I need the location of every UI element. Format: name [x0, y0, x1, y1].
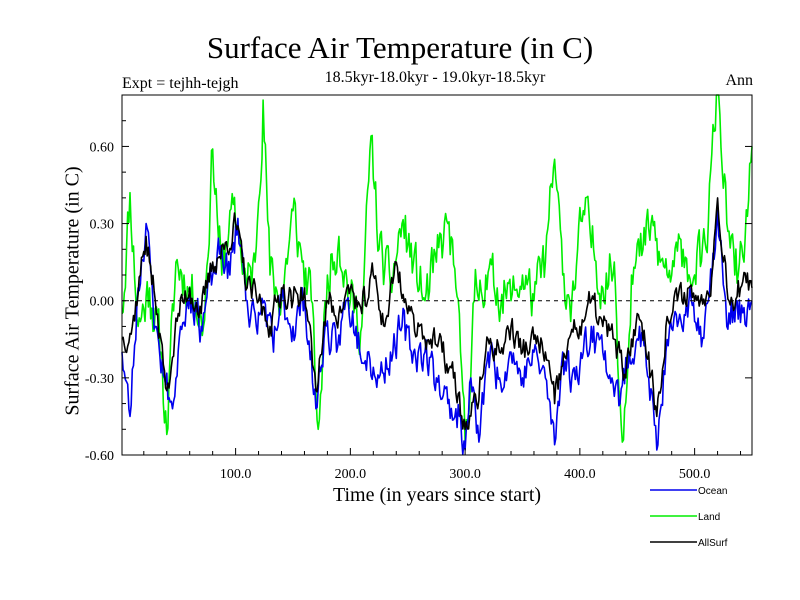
axis-layer: 100.0 200.0 300.0 400.0 500.0 -0.60 -0.30 0.00 0…	[85, 94, 752, 482]
y-tick-label: 0.30	[90, 218, 115, 233]
chart-subtitle: 18.5kyr-18.0kyr - 19.0kyr-18.5kyr	[324, 69, 546, 86]
y-tick-label: -0.60	[85, 449, 114, 464]
y-tick-label: -0.30	[85, 372, 114, 387]
legend-label-allsurf: AllSurf	[698, 538, 728, 549]
legend: Ocean Land AllSurf	[650, 486, 728, 549]
x-tick-label: 400.0	[564, 467, 596, 482]
legend-label-land: Land	[698, 512, 720, 523]
experiment-label: Expt = tejhh-tejgh	[122, 75, 239, 92]
y-tick-label: 0.00	[90, 295, 115, 310]
series-layer	[121, 94, 753, 456]
x-tick-label: 200.0	[335, 467, 367, 482]
series-line-ocean	[121, 209, 753, 456]
x-tick-label: 300.0	[449, 467, 481, 482]
x-tick-label: 500.0	[679, 467, 711, 482]
x-tick-label: 100.0	[220, 467, 252, 482]
x-axis-label: Time (in years since start)	[332, 484, 542, 506]
season-label: Ann	[725, 72, 753, 89]
legend-label-ocean: Ocean	[698, 486, 727, 497]
series-line-allsurf	[121, 197, 753, 431]
y-tick-label: 0.60	[90, 140, 115, 155]
chart-title: Surface Air Temperature (in C)	[206, 30, 594, 65]
